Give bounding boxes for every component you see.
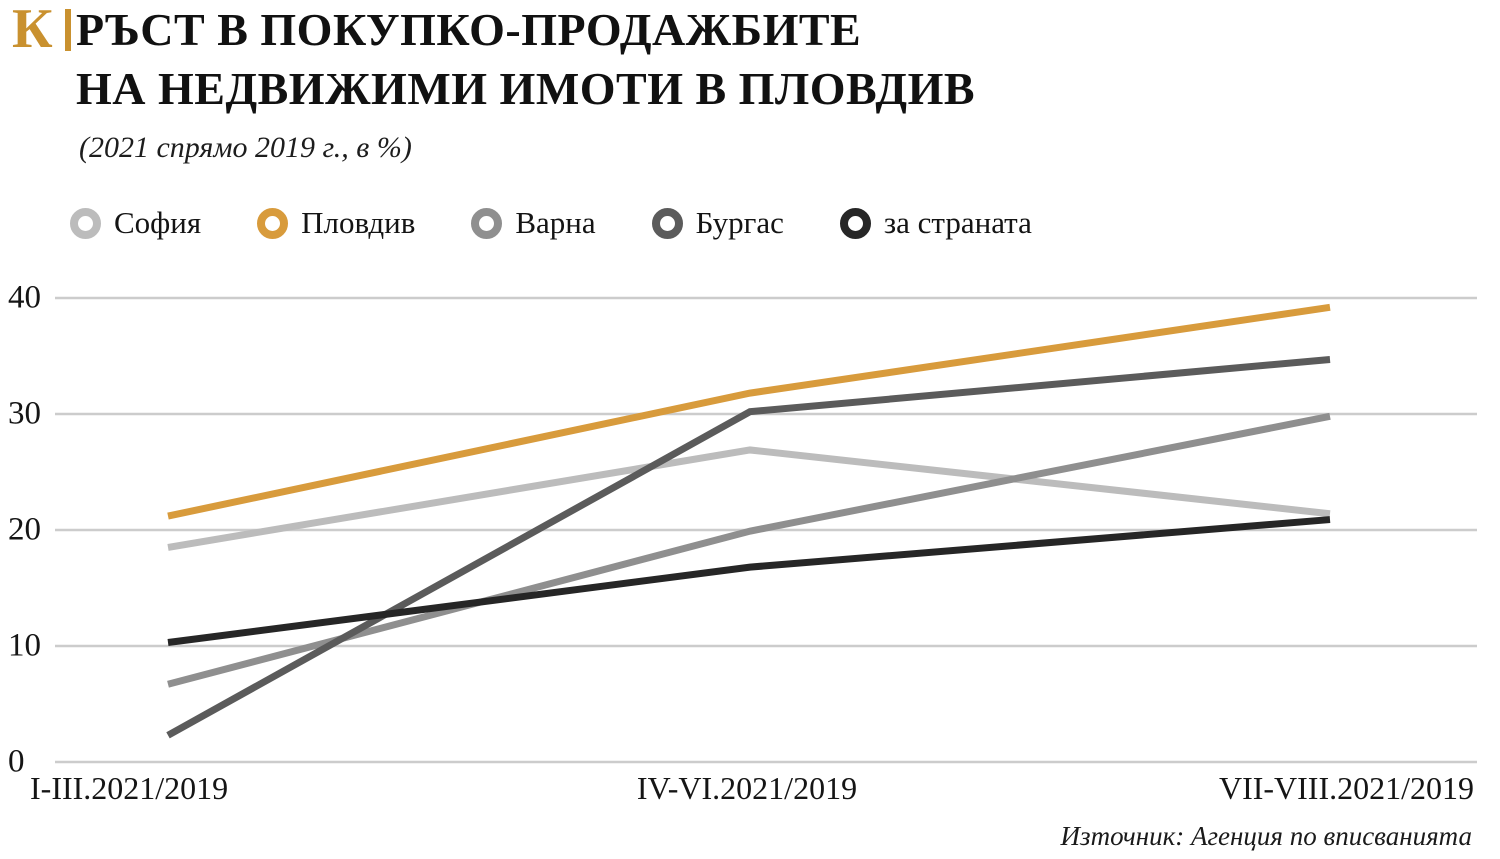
x-axis-label-q1: I-III.2021/2019 xyxy=(30,770,229,806)
source-caption: Източник: Агенция по вписванията xyxy=(1060,821,1472,851)
y-axis-tick-0: 0 xyxy=(8,743,25,780)
brand-separator-bar xyxy=(64,9,71,51)
legend-marker-icon xyxy=(651,207,683,239)
chart-title: РЪСТ В ПОКУПКО-ПРОДАЖБИТЕ НА НЕДВИЖИМИ И… xyxy=(76,0,975,118)
chart-title-line2: НА НЕДВИЖИМИ ИМОТИ В ПЛОВДИВ xyxy=(76,63,976,114)
legend: София Пловдив Варна Бургас за страната xyxy=(70,205,1032,241)
legend-item-sofia: София xyxy=(70,205,201,241)
legend-label: София xyxy=(114,205,202,240)
y-axis-tick-20: 20 xyxy=(8,511,41,548)
legend-label: Пловдив xyxy=(301,205,416,240)
series-line-2 xyxy=(167,412,1331,688)
series-line-3 xyxy=(166,355,1331,739)
legend-label: Бургас xyxy=(695,205,784,240)
legend-item-country: за страната xyxy=(839,205,1032,241)
legend-marker-icon xyxy=(70,207,101,239)
brand-logo: К xyxy=(12,0,71,60)
legend-item-burgas: Бургас xyxy=(651,205,784,241)
brand-letter: К xyxy=(12,0,53,60)
x-axis-label-q2: IV-VI.2021/2019 xyxy=(636,770,858,806)
legend-item-varna: Варна xyxy=(471,205,596,241)
chart-subtitle: (2021 спрямо 2019 г., в %) xyxy=(79,131,412,164)
legend-label: Варна xyxy=(515,205,596,240)
legend-marker-icon xyxy=(839,207,871,239)
legend-marker-icon xyxy=(471,207,503,239)
series-line-0 xyxy=(167,446,1331,551)
y-axis-tick-30: 30 xyxy=(8,395,41,432)
series-line-1 xyxy=(167,303,1331,520)
legend-marker-icon xyxy=(257,207,289,239)
legend-item-plovdiv: Пловдив xyxy=(257,205,415,241)
x-axis-label-q3: VII-VIII.2021/2019 xyxy=(1218,770,1474,806)
y-axis-tick-40: 40 xyxy=(8,279,41,316)
chart-title-line1: РЪСТ В ПОКУПКО-ПРОДАЖБИТЕ xyxy=(76,4,862,55)
y-axis-tick-10: 10 xyxy=(8,627,41,664)
legend-label: за страната xyxy=(883,205,1032,240)
series-line-4 xyxy=(167,516,1331,646)
